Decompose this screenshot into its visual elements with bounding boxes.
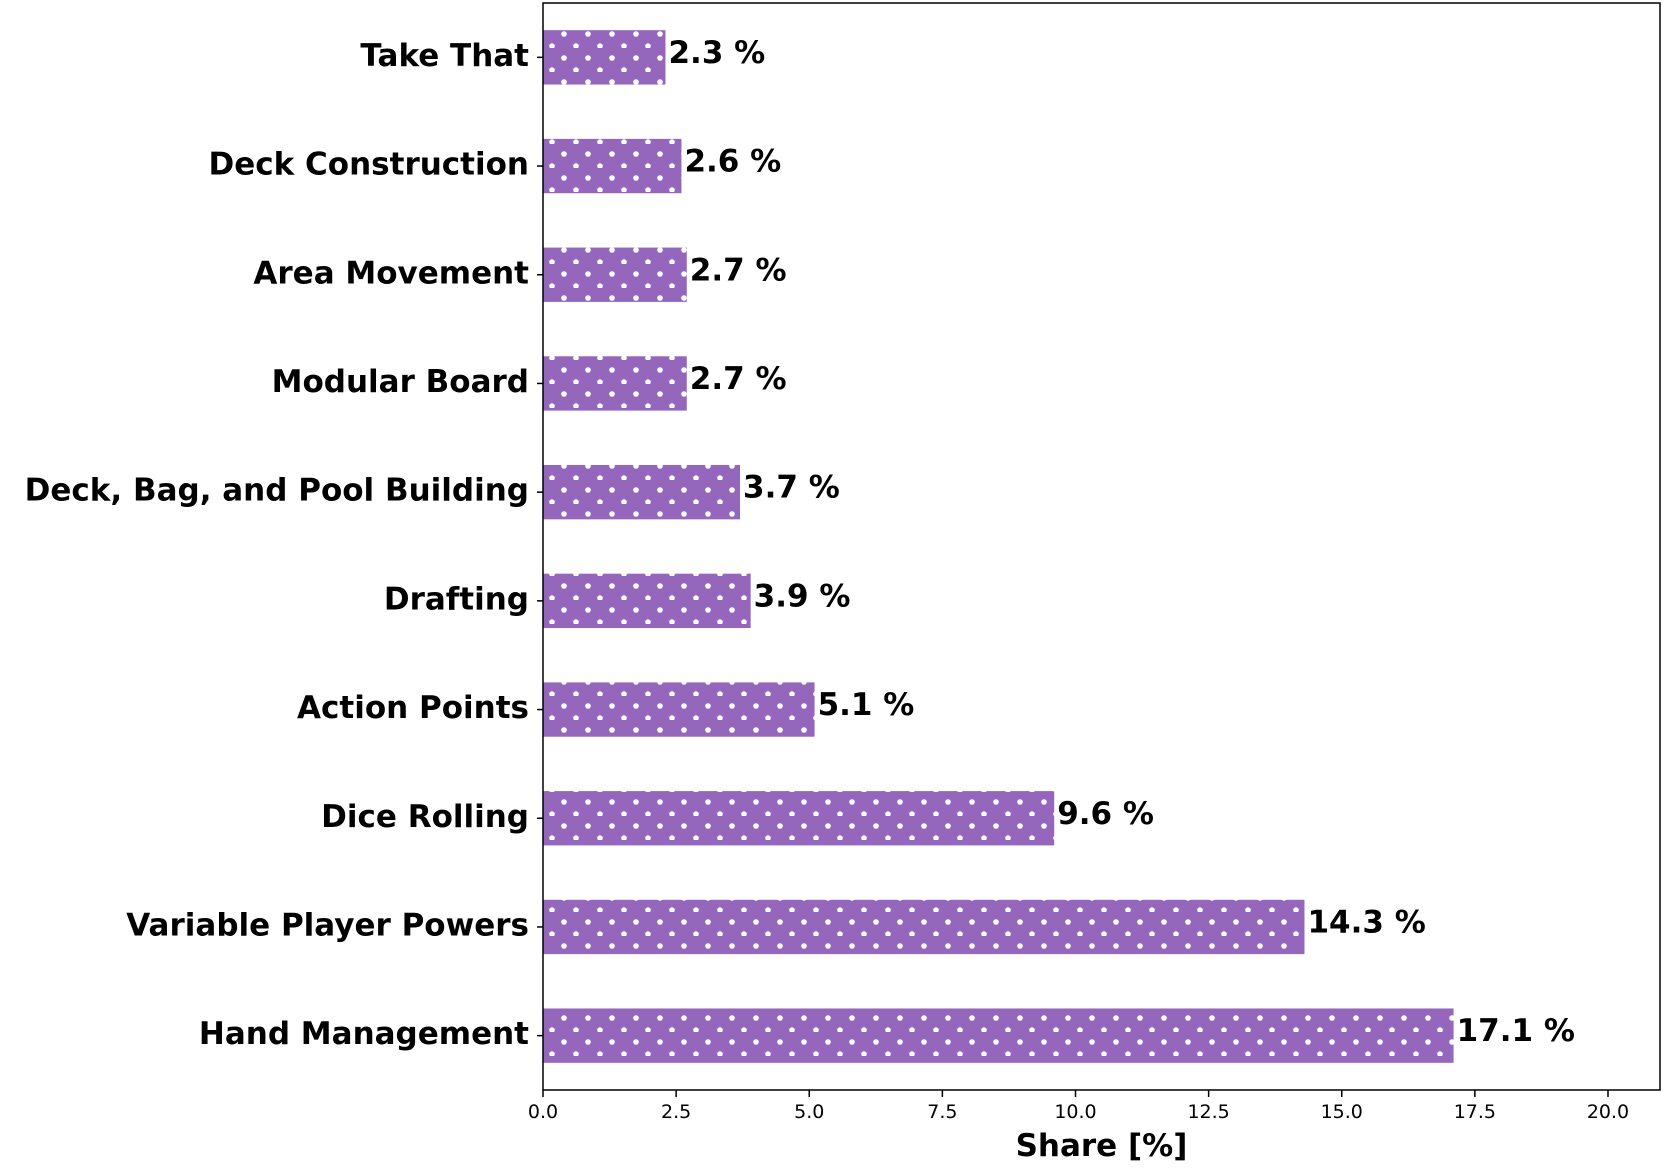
bar <box>543 899 1305 955</box>
bar <box>543 138 682 194</box>
category-label: Modular Board <box>272 364 529 400</box>
category-label: Drafting <box>384 581 529 617</box>
x-tick-label: 15.0 <box>1321 1101 1363 1123</box>
bar-value-label: 2.6 % <box>684 144 781 180</box>
bar <box>543 30 666 85</box>
bar <box>543 682 815 737</box>
bar <box>543 356 687 411</box>
x-tick-label: 2.5 <box>661 1101 691 1123</box>
bar <box>543 247 687 302</box>
x-tick-label: 20.0 <box>1587 1101 1629 1123</box>
bar <box>543 464 741 520</box>
x-tick-label: 5.0 <box>794 1101 824 1123</box>
category-labels-layer: Hand Management Variable Player Powers Dic… <box>25 38 543 1052</box>
category-label: Take That <box>360 38 529 74</box>
value-labels-layer: 17.1 % 14.3 % 9.6 % 5.1 % 3.9 % 3.7 % 2.7 % 2.7… <box>668 35 1574 1049</box>
x-axis-title: Share [%] <box>1016 1128 1188 1164</box>
x-tick-label: 0.0 <box>528 1101 558 1123</box>
bars-layer <box>543 30 1454 1063</box>
category-label: Deck Construction <box>209 147 529 183</box>
bar-value-label: 3.9 % <box>754 578 851 614</box>
bar <box>543 1008 1454 1063</box>
category-label: Variable Player Powers <box>126 907 529 943</box>
category-label: Hand Management <box>199 1016 529 1052</box>
bar-value-label: 2.7 % <box>690 252 787 288</box>
category-label: Area Movement <box>253 255 529 291</box>
category-label: Dice Rolling <box>321 799 529 835</box>
x-tick-label: 10.0 <box>1054 1101 1096 1123</box>
category-label: Action Points <box>297 690 529 726</box>
bar <box>543 573 751 629</box>
bar-value-label: 5.1 % <box>818 687 915 723</box>
x-tick-label: 7.5 <box>927 1101 957 1123</box>
bar-value-label: 9.6 % <box>1057 796 1154 832</box>
plot-frame <box>542 2 1661 1091</box>
x-tick-label: 17.5 <box>1454 1101 1496 1123</box>
bar-value-label: 14.3 % <box>1307 904 1425 940</box>
bar-value-label: 17.1 % <box>1457 1013 1575 1049</box>
bar <box>543 791 1055 846</box>
x-axis: 0.0 2.5 5.0 7.5 10.0 12.5 15.0 17.5 20.0 <box>528 1090 1629 1123</box>
category-label: Deck, Bag, and Pool Building <box>25 473 529 509</box>
bar-value-label: 2.3 % <box>668 35 765 71</box>
bar-value-label: 3.7 % <box>743 470 840 506</box>
x-tick-label: 12.5 <box>1187 1101 1229 1123</box>
bar-value-label: 2.7 % <box>690 361 787 397</box>
